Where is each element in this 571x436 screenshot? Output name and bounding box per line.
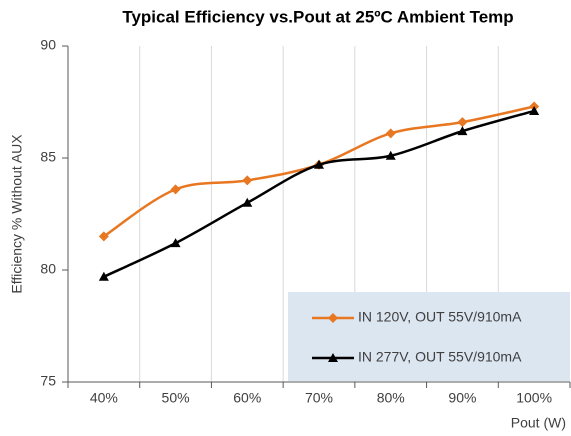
x-tick-label: 40%: [90, 390, 118, 406]
x-tick-label: 50%: [162, 390, 190, 406]
marker: [242, 175, 253, 186]
marker: [98, 231, 109, 242]
y-tick-label: 85: [40, 149, 56, 165]
x-tick-label: 80%: [377, 390, 405, 406]
x-tick-label: 60%: [233, 390, 261, 406]
y-tick-label: 90: [40, 37, 56, 53]
marker: [314, 159, 324, 169]
marker: [98, 271, 109, 281]
legend-marker: [328, 353, 338, 362]
marker: [385, 128, 396, 139]
x-tick-label: 100%: [516, 390, 552, 406]
legend-marker: [328, 313, 338, 323]
marker: [170, 184, 181, 195]
marker: [529, 105, 540, 115]
series-line: [103, 105, 535, 238]
legend-box: [288, 292, 570, 381]
marker: [170, 238, 181, 248]
x-axis-label: Pout (W): [511, 415, 566, 431]
y-axis-label: Efficiency % Without AUX: [9, 134, 25, 294]
marker: [385, 150, 396, 160]
marker: [457, 117, 468, 128]
marker: [457, 126, 468, 136]
chart-title: Typical Efficiency vs.Pout at 25ºC Ambie…: [122, 7, 513, 26]
y-tick-label: 75: [40, 373, 56, 389]
x-tick-label: 90%: [448, 390, 476, 406]
marker: [242, 197, 253, 207]
x-tick-label: 70%: [305, 390, 333, 406]
legend-label: IN 277V, OUT 55V/910mA: [358, 349, 522, 365]
legend-label: IN 120V, OUT 55V/910mA: [358, 309, 522, 325]
y-tick-label: 80: [40, 261, 56, 277]
